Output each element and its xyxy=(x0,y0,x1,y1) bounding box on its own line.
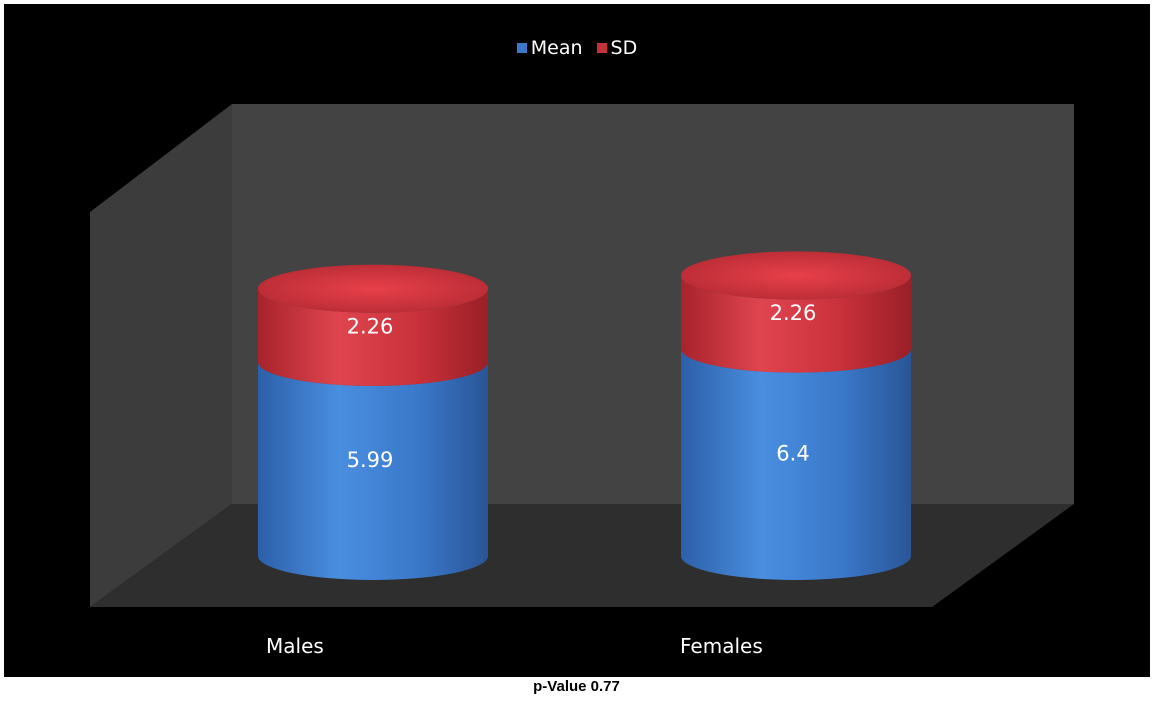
chart-area: 5.99 2.26 6.4 2.26 Mean SD Males Females xyxy=(4,4,1150,677)
bar-top-males xyxy=(258,264,488,313)
bar-sd-males xyxy=(258,288,488,386)
legend-item-mean: Mean xyxy=(516,37,583,59)
chart-plot: 5.99 2.26 6.4 2.26 xyxy=(90,104,1074,607)
bar-mean-males xyxy=(258,361,488,580)
legend-swatch-mean xyxy=(516,43,527,53)
category-label-females: Females xyxy=(680,634,763,658)
data-label-mean-males: 5.99 xyxy=(347,448,394,472)
legend-swatch-sd xyxy=(596,43,607,53)
data-label-sd-males: 2.26 xyxy=(347,314,394,338)
category-label-males: Males xyxy=(266,634,324,658)
bar-sd-females xyxy=(681,275,911,373)
bar-top-females xyxy=(681,251,911,300)
legend-item-sd: SD xyxy=(596,37,638,59)
floor xyxy=(90,504,1074,607)
bar-mean-females xyxy=(681,348,911,580)
legend-label-sd: SD xyxy=(610,37,638,59)
left-wall xyxy=(90,104,232,607)
legend: Mean SD xyxy=(4,37,1150,59)
p-value-caption: p-Value 0.77 xyxy=(533,678,620,695)
data-label-sd-females: 2.26 xyxy=(770,301,817,325)
data-label-mean-females: 6.4 xyxy=(776,441,809,465)
legend-label-mean: Mean xyxy=(530,37,583,59)
